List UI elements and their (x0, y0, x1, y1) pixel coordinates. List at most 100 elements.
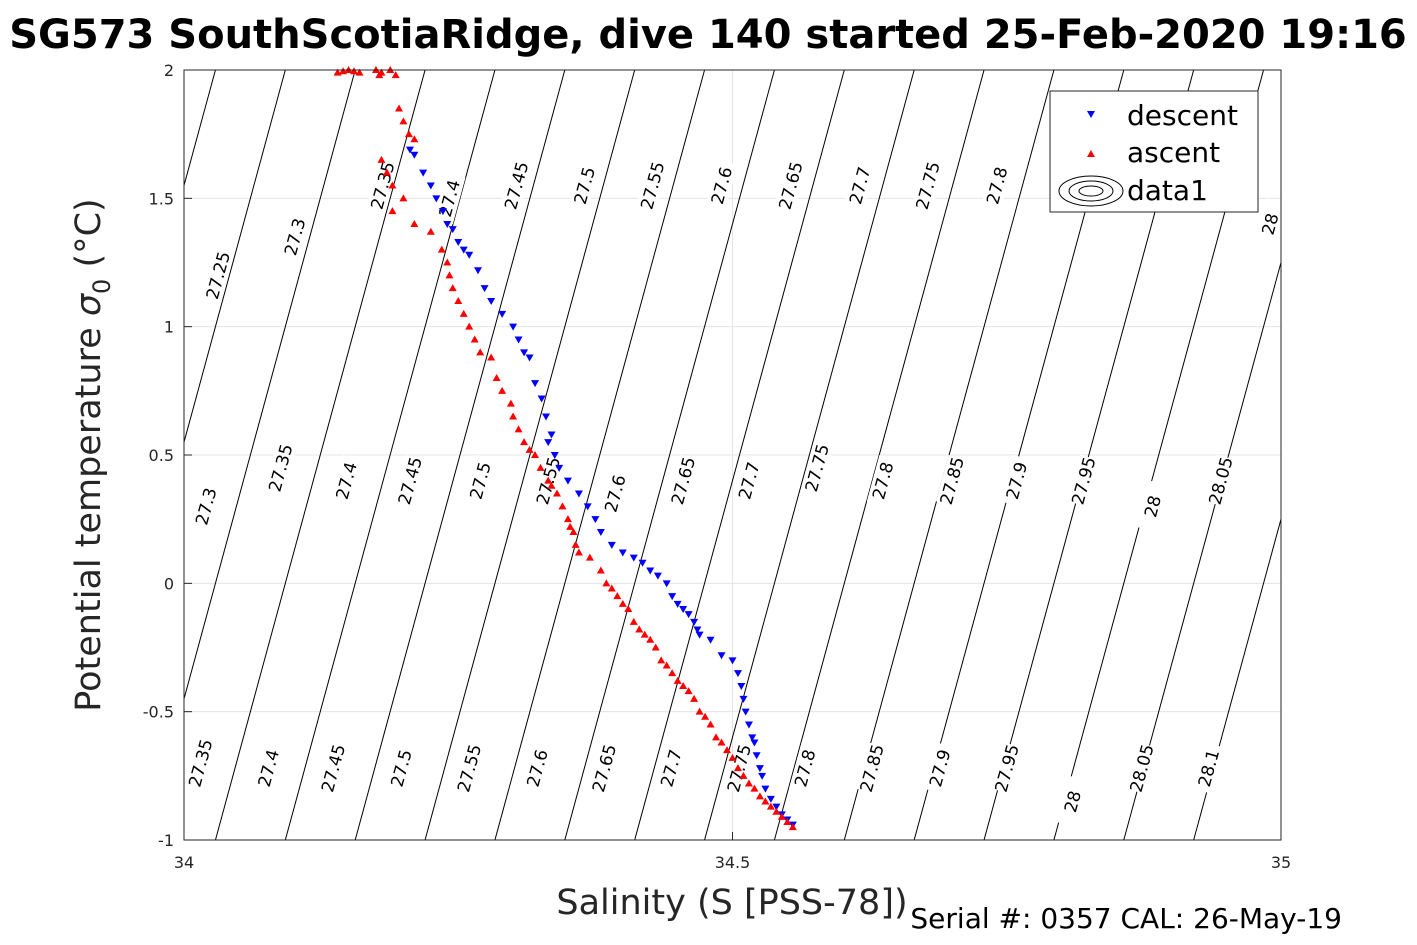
y-axis-label-subscript: 0 (88, 279, 116, 294)
descent-point (542, 413, 551, 421)
isopycnal-line (843, 69, 1055, 841)
isopycnal-label-bg (394, 454, 426, 507)
ascent-point (739, 771, 748, 779)
y-tick-label: -0.5 (143, 703, 174, 722)
isopycnal-label-bg (330, 454, 363, 507)
isopycnal-label-bg (733, 454, 765, 507)
ascent-point (690, 694, 699, 702)
legend-descent-label: descent (1127, 99, 1238, 132)
isopycnal-label: 27.75 (913, 160, 945, 212)
descent-point (766, 795, 775, 803)
isopycnal-label-bg (1125, 742, 1158, 794)
ascent-point (766, 802, 775, 810)
ascent-point (448, 284, 457, 292)
isopycnal-label: 27.65 (776, 160, 808, 212)
ascent-point (487, 353, 496, 361)
descent-point (607, 541, 616, 549)
isopycnal-label: 27.65 (668, 455, 700, 507)
ascent-point (377, 68, 386, 76)
descent-point (473, 267, 482, 275)
ascent-point (657, 656, 666, 664)
y-axis-label: Potential temperature σ0 (°C) (69, 198, 116, 711)
descent-point (525, 354, 534, 362)
descent-point (693, 626, 702, 634)
ascent-point (552, 489, 561, 497)
ascent-point (454, 297, 463, 304)
isopycnal-label-bg (317, 742, 350, 794)
isopycnal-label-bg (252, 742, 285, 794)
descent-point (679, 606, 688, 613)
descent-point (432, 195, 441, 203)
descent-point (755, 765, 764, 773)
isopycnal-label: 27.6 (601, 473, 630, 515)
ascent-point (596, 566, 605, 574)
isopycnal-label: 27.85 (937, 455, 969, 507)
serial-cal-footnote: Serial #: 0357 CAL: 26-May-19 (910, 902, 1342, 935)
y-tick-label: 1 (164, 318, 174, 337)
isopycnal-label: 27.4 (333, 460, 362, 502)
isopycnal-label: 27.85 (857, 742, 889, 794)
data-points (333, 66, 797, 831)
isopycnal-label: 27.7 (657, 748, 686, 790)
isopycnal-label-bg (788, 742, 821, 794)
ascent-point (437, 245, 446, 253)
descent-point (410, 151, 419, 159)
ascent-point (635, 625, 644, 633)
isopycnal-label-bg (189, 480, 222, 533)
ascent-point (706, 720, 715, 728)
legend-box (1049, 90, 1259, 213)
isopycnal-line (564, 69, 775, 841)
isopycnal-label: 27.7 (735, 460, 764, 502)
isopycnal-label-bg (801, 442, 833, 494)
isopycnal-label: 27.5 (571, 165, 600, 207)
ascent-point (391, 71, 400, 79)
isopycnal-label-bg (705, 159, 738, 212)
ascent-point (525, 445, 534, 453)
descent-point (752, 752, 761, 760)
isopycnal-label-bg (866, 454, 899, 507)
ascent-point (673, 676, 682, 684)
x-tick-label: 35 (1271, 853, 1291, 872)
x-axis-ticks: 34 34.5 35 (174, 832, 1291, 872)
descent-point (574, 490, 583, 498)
isopycnal-label-bg (843, 159, 876, 212)
descent-point (638, 559, 647, 567)
ascent-point (547, 481, 556, 489)
descent-point (737, 683, 746, 690)
descent-point (596, 529, 605, 536)
isopycnal-label-bg (385, 742, 418, 794)
y-tick-label: 1.5 (149, 189, 174, 208)
ascent-point (388, 207, 397, 215)
isopycnal-label-bg (366, 159, 399, 212)
ascent-point (509, 412, 518, 420)
descent-point (673, 600, 682, 608)
descent-point (520, 349, 529, 357)
ascent-point (558, 502, 567, 510)
ascent-point (574, 548, 583, 556)
ascent-point (712, 733, 721, 741)
isopycnal-label: 27.65 (589, 742, 621, 794)
descent-point (758, 772, 767, 780)
descent-point (733, 670, 742, 678)
isopycnal-label-bg (1254, 198, 1286, 250)
ascent-point (679, 682, 688, 689)
ascent-point (695, 707, 704, 715)
isopycnal-label-bg (911, 159, 944, 212)
descent-point (741, 708, 750, 716)
isopycnal-label: 27.3 (192, 486, 221, 528)
descent-point (480, 285, 489, 293)
descent-point (748, 734, 757, 742)
isopycnal-label-bg (774, 159, 807, 212)
isopycnal-label-bg (202, 249, 234, 302)
descent-point (583, 503, 592, 511)
descent-point (706, 636, 715, 644)
isopycnal-label-bg (521, 742, 554, 794)
descent-point (531, 380, 540, 388)
ascent-point (571, 540, 580, 548)
legend-data1-label: data1 (1127, 174, 1208, 207)
ascent-point (410, 135, 419, 143)
ascent-point (470, 335, 479, 343)
isopycnal-label: 27.55 (454, 742, 486, 794)
isopycnal-label-bg (1192, 742, 1225, 794)
isopycnal-label-bg (935, 454, 968, 507)
